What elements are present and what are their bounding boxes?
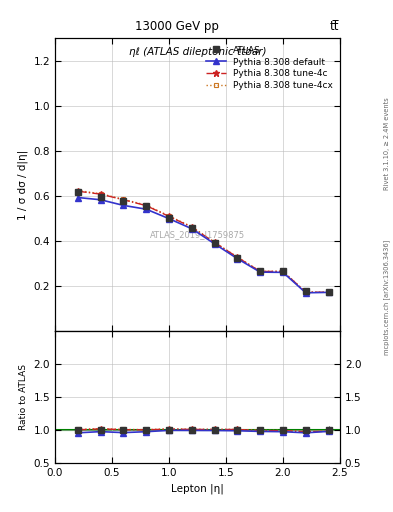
Y-axis label: Ratio to ATLAS: Ratio to ATLAS <box>19 364 28 430</box>
Text: mcplots.cern.ch [arXiv:1306.3436]: mcplots.cern.ch [arXiv:1306.3436] <box>384 239 390 355</box>
Text: ηℓ (ATLAS dileptonic ttbar): ηℓ (ATLAS dileptonic ttbar) <box>129 47 266 57</box>
Text: 13000 GeV pp: 13000 GeV pp <box>135 20 219 33</box>
X-axis label: Lepton |η|: Lepton |η| <box>171 484 224 494</box>
Legend: ATLAS, Pythia 8.308 default, Pythia 8.308 tune-4c, Pythia 8.308 tune-4cx: ATLAS, Pythia 8.308 default, Pythia 8.30… <box>203 43 336 93</box>
Text: ATLAS_2019_I1759875: ATLAS_2019_I1759875 <box>150 230 245 239</box>
Text: Rivet 3.1.10, ≥ 2.4M events: Rivet 3.1.10, ≥ 2.4M events <box>384 97 390 190</box>
Y-axis label: 1 / σ dσ / d|η|: 1 / σ dσ / d|η| <box>17 150 28 220</box>
Text: tt̅: tt̅ <box>329 20 339 33</box>
